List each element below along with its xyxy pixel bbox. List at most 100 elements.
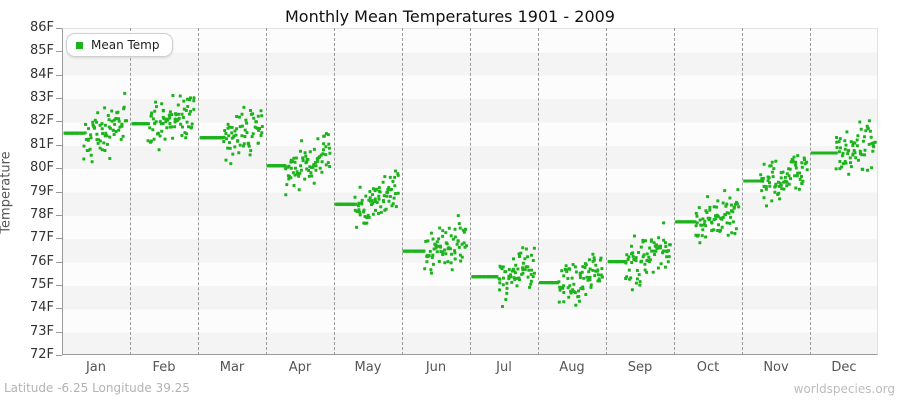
data-point [368, 196, 372, 200]
data-point [664, 245, 668, 248]
data-point [562, 284, 566, 288]
data-point [859, 127, 863, 131]
data-point [453, 235, 457, 239]
data-point [629, 276, 633, 280]
data-point [181, 125, 184, 129]
data-point [235, 127, 239, 131]
data-point [230, 125, 234, 129]
y-tick-label: 79F [29, 183, 54, 199]
data-point [516, 267, 520, 271]
data-point [634, 256, 638, 260]
data-point [696, 233, 700, 237]
data-point [176, 103, 180, 107]
data-point [121, 134, 125, 138]
data-point [170, 125, 174, 129]
data-point [171, 136, 175, 140]
data-point [439, 245, 443, 249]
legend[interactable]: Mean Temp [66, 33, 173, 57]
data-point [184, 109, 188, 112]
data-point [504, 270, 508, 274]
data-point [848, 156, 852, 160]
data-point [370, 199, 374, 203]
data-point [240, 124, 244, 128]
y-tick-label: 83F [29, 90, 54, 106]
data-point [659, 244, 662, 248]
data-point [852, 149, 856, 152]
data-point [863, 148, 867, 152]
data-point [387, 199, 391, 203]
data-point [105, 134, 109, 138]
data-point [429, 231, 433, 235]
data-point [91, 120, 95, 124]
data-point [644, 239, 647, 243]
data-point [362, 208, 366, 212]
data-point [864, 129, 868, 133]
data-point [652, 241, 656, 245]
data-point [770, 199, 774, 203]
data-point [103, 123, 107, 127]
data-point [320, 160, 324, 164]
data-point [866, 127, 870, 131]
data-point [450, 252, 453, 256]
data-point [364, 194, 368, 198]
month-divider [334, 28, 335, 355]
data-point [117, 117, 121, 121]
data-point [735, 202, 739, 206]
data-point [785, 184, 789, 188]
data-point [591, 252, 595, 256]
data-point [574, 270, 578, 274]
data-point [566, 277, 570, 280]
x-tick-label-mar: Mar [219, 360, 245, 375]
data-point [396, 173, 400, 177]
data-point [858, 120, 862, 124]
data-point [668, 243, 672, 247]
data-point [100, 122, 104, 126]
data-point [712, 205, 716, 209]
data-point [284, 167, 288, 171]
data-point [515, 284, 519, 288]
data-point [283, 164, 287, 168]
data-point [114, 117, 118, 120]
month-divider [198, 28, 199, 355]
data-point [714, 217, 718, 221]
data-point [662, 238, 666, 242]
data-point [89, 133, 93, 137]
data-point [254, 120, 258, 124]
data-point [180, 134, 184, 137]
data-point [292, 184, 296, 187]
data-point [236, 139, 240, 143]
data-point [643, 262, 647, 266]
data-point [318, 166, 322, 170]
data-point [392, 196, 396, 200]
data-point [847, 172, 851, 176]
data-point [427, 254, 431, 258]
data-point [527, 268, 531, 272]
data-point [381, 180, 385, 184]
y-tick-label: 74F [29, 300, 54, 316]
data-point [456, 214, 460, 218]
data-point [726, 233, 730, 237]
data-point [519, 251, 523, 255]
data-point [108, 126, 112, 130]
data-point [562, 300, 566, 304]
data-point [734, 227, 738, 231]
data-point [635, 269, 639, 272]
data-point [154, 100, 158, 104]
data-point [375, 201, 379, 204]
data-point [228, 141, 231, 145]
data-point [441, 253, 445, 256]
data-point [110, 109, 114, 113]
data-point [662, 249, 666, 253]
data-point [185, 120, 189, 124]
data-point [227, 134, 231, 138]
data-point [526, 265, 530, 269]
data-point [289, 176, 293, 180]
data-point [504, 298, 508, 301]
data-point [570, 276, 574, 280]
data-point [123, 91, 127, 95]
data-point [704, 224, 708, 228]
data-point [523, 257, 527, 261]
data-point [666, 260, 670, 264]
data-point [116, 110, 120, 114]
x-tick-label-feb: Feb [152, 360, 176, 375]
